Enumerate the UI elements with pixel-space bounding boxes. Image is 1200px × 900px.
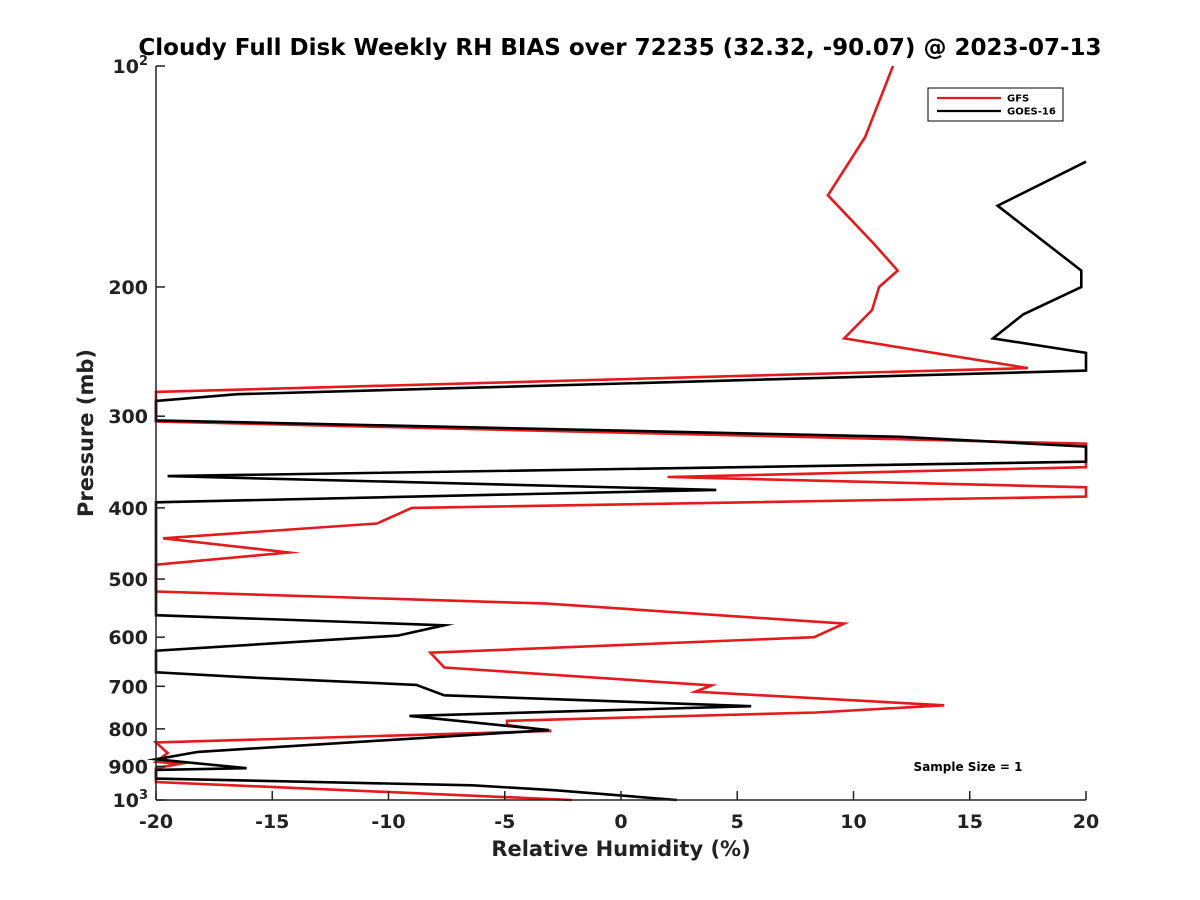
y-axis-label: Pressure (mb) xyxy=(74,349,98,517)
x-tick-label: -10 xyxy=(371,811,405,833)
legend-label: GOES-16 xyxy=(1007,107,1056,118)
x-axis-label: Relative Humidity (%) xyxy=(491,837,750,861)
x-tick-label: -15 xyxy=(255,811,289,833)
y-tick-label: 500 xyxy=(108,569,148,591)
y-tick-label: 400 xyxy=(108,498,148,520)
sample-size-annotation: Sample Size = 1 xyxy=(914,760,1023,774)
plot-area: -20 -15 -10 -5 0 5 10 15 20 10220030040050060070… xyxy=(108,54,1099,833)
y-tick-label: 600 xyxy=(108,627,148,649)
x-tick-label: 5 xyxy=(731,811,744,833)
y-tick-label: 800 xyxy=(108,719,148,741)
y-tick-label: 700 xyxy=(108,676,148,698)
y-tick-label: 900 xyxy=(108,756,148,778)
x-tick-label: 10 xyxy=(840,811,866,833)
x-tick-label: 15 xyxy=(957,811,983,833)
chart-title: Cloudy Full Disk Weekly RH BIAS over 722… xyxy=(138,35,1101,61)
x-tick-label: 20 xyxy=(1073,811,1099,833)
legend-box xyxy=(927,87,1064,122)
y-tick-label: 200 xyxy=(108,277,148,299)
x-tick-label: 0 xyxy=(614,811,627,833)
y-tick-label: 300 xyxy=(108,406,148,428)
x-tick-label: -20 xyxy=(139,811,173,833)
x-axis-ticks: -20 -15 -10 -5 0 5 10 15 20 xyxy=(139,791,1099,833)
series-line-goes-16 xyxy=(146,160,1088,802)
legend: GFS GOES-16 xyxy=(927,87,1064,122)
x-tick-label: -5 xyxy=(494,811,515,833)
legend-label: GFS xyxy=(1007,94,1029,105)
legend-entries: GFS GOES-16 xyxy=(937,94,1056,118)
